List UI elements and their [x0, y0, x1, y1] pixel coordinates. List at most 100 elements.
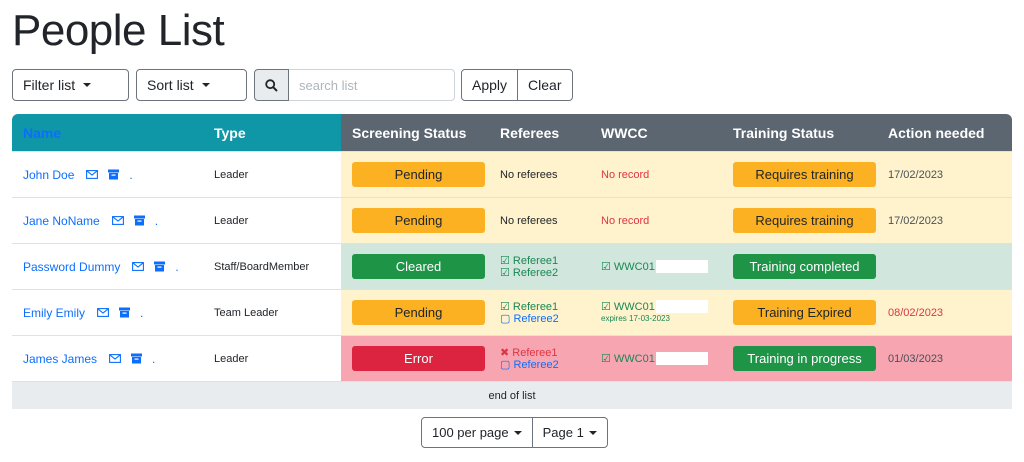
sort-list-dropdown[interactable]: Sort list	[136, 69, 247, 101]
type-cell: Staff/BoardMember	[214, 260, 310, 273]
name-cell: Password Dummy .	[12, 244, 203, 289]
caret-down-icon	[201, 83, 210, 87]
type-cell: Leader	[214, 352, 249, 365]
training-cell: Training in progress	[722, 336, 877, 381]
header-screening[interactable]: Screening Status	[341, 114, 489, 151]
referees-cell: No referees	[489, 198, 590, 243]
screening-cell: Cleared	[341, 244, 489, 289]
referee1-status: ☑ Referee1	[500, 254, 559, 267]
end-of-list-row: end of list	[12, 381, 1012, 409]
screening-status-badge[interactable]: Pending	[352, 208, 485, 233]
envelope-icon[interactable]	[109, 354, 121, 363]
row-dot: .	[152, 351, 156, 366]
screening-status-badge[interactable]: Pending	[352, 162, 485, 187]
table-row[interactable]: John Doe . Leader Pending No referees No…	[12, 151, 1012, 197]
action-needed-cell	[877, 244, 1012, 289]
envelope-icon[interactable]	[111, 216, 124, 225]
referee1-status: ✖ Referee1	[500, 346, 558, 359]
screening-status-badge[interactable]: Error	[352, 346, 485, 371]
caret-down-icon	[83, 83, 92, 87]
caret-down-icon	[588, 430, 597, 435]
wwcc-cell: ☑ WWC01 expires 17-03-2023	[590, 290, 722, 335]
wwcc-cell: ☑ WWC01	[590, 244, 722, 289]
caret-down-icon	[513, 430, 522, 435]
wwcc-expiry: expires 17-03-2023	[601, 314, 670, 324]
archive-icon[interactable]	[108, 169, 120, 180]
header-referees[interactable]: Referees	[489, 114, 590, 151]
training-status-badge[interactable]: Requires training	[733, 208, 876, 233]
apply-clear-group: Apply Clear	[461, 69, 573, 101]
person-name-link[interactable]: John Doe	[23, 167, 75, 182]
action-needed-cell: 17/02/2023	[877, 198, 1012, 243]
referees-cell: ☑ Referee1 ☑ Referee2	[489, 244, 590, 289]
page-dropdown[interactable]: Page 1	[532, 417, 608, 448]
training-cell: Requires training	[722, 152, 877, 197]
search-icon[interactable]	[254, 69, 289, 101]
type-cell: Team Leader	[214, 306, 279, 319]
referees-cell: ☑ Referee1 ▢ Referee2	[489, 290, 590, 335]
referee2-status[interactable]: ▢ Referee2	[500, 358, 559, 371]
name-cell: Jane NoName .	[12, 198, 203, 243]
envelope-icon[interactable]	[132, 262, 145, 271]
header-type[interactable]: Type	[203, 114, 341, 151]
training-status-badge[interactable]: Training Expired	[733, 300, 876, 325]
header-wwcc[interactable]: WWCC	[590, 114, 722, 151]
page-label: Page 1	[542, 425, 584, 440]
filter-list-label: Filter list	[23, 77, 76, 93]
name-cell: Emily Emily .	[12, 290, 203, 335]
header-name[interactable]: Name	[12, 114, 203, 151]
redaction-mask	[655, 260, 708, 273]
table-row[interactable]: Jane NoName . Leader Pending No referees…	[12, 197, 1012, 243]
wwcc-number: ☑ WWC01	[601, 300, 655, 313]
screening-cell: Pending	[341, 152, 489, 197]
table-row[interactable]: Emily Emily . Team Leader Pending ☑ Refe…	[12, 289, 1012, 335]
table-row[interactable]: Password Dummy . Staff/BoardMember Clear…	[12, 243, 1012, 289]
training-cell: Training completed	[722, 244, 877, 289]
archive-icon[interactable]	[133, 215, 145, 226]
wwcc-cell: No record	[590, 152, 722, 197]
screening-status-badge[interactable]: Pending	[352, 300, 485, 325]
wwcc-number: ☑ WWC01	[601, 353, 655, 365]
training-status-badge[interactable]: Training completed	[733, 254, 876, 279]
referees-cell: ✖ Referee1 ▢ Referee2	[489, 336, 590, 381]
person-name-link[interactable]: Jane NoName	[23, 213, 100, 228]
screening-cell: Pending	[341, 198, 489, 243]
action-needed-cell: 17/02/2023	[877, 152, 1012, 197]
per-page-dropdown[interactable]: 100 per page	[421, 417, 533, 448]
toolbar: Filter list Sort list search list Apply …	[12, 69, 573, 101]
person-name-link[interactable]: Emily Emily	[23, 305, 85, 320]
wwcc-cell: ☑ WWC01	[590, 336, 722, 381]
redaction-mask	[655, 352, 708, 365]
archive-icon[interactable]	[154, 261, 166, 272]
referee2-status[interactable]: ▢ Referee2	[500, 312, 559, 325]
people-table: Name Type Screening Status Referees WWCC…	[12, 114, 1012, 409]
search-input[interactable]: search list	[289, 69, 455, 101]
referees-cell: No referees	[489, 152, 590, 197]
clear-button[interactable]: Clear	[518, 69, 573, 101]
screening-status-badge[interactable]: Cleared	[352, 254, 485, 279]
pagination: 100 per page Page 1	[421, 417, 608, 448]
training-status-badge[interactable]: Requires training	[733, 162, 876, 187]
filter-list-dropdown[interactable]: Filter list	[12, 69, 129, 101]
archive-icon[interactable]	[131, 353, 143, 364]
wwcc-cell: No record	[590, 198, 722, 243]
header-training[interactable]: Training Status	[722, 114, 877, 151]
type-cell: Leader	[214, 168, 249, 181]
per-page-label: 100 per page	[432, 425, 509, 440]
table-header: Name Type Screening Status Referees WWCC…	[12, 114, 1012, 151]
page-title: People List	[12, 6, 225, 55]
row-dot: .	[154, 213, 159, 228]
person-name-link[interactable]: Password Dummy	[23, 259, 121, 274]
header-action[interactable]: Action needed	[877, 114, 1012, 151]
table-row[interactable]: James James . Leader Error ✖ Referee1 ▢ …	[12, 335, 1012, 381]
training-cell: Requires training	[722, 198, 877, 243]
training-status-badge[interactable]: Training in progress	[733, 346, 876, 371]
envelope-icon[interactable]	[97, 308, 109, 317]
apply-button[interactable]: Apply	[461, 69, 519, 101]
wwcc-number: ☑ WWC01	[601, 261, 655, 273]
action-needed-cell: 08/02/2023	[877, 290, 1012, 335]
envelope-icon[interactable]	[86, 170, 99, 179]
archive-icon[interactable]	[119, 307, 130, 318]
person-name-link[interactable]: James James	[23, 351, 98, 366]
search-group: search list	[254, 69, 455, 101]
